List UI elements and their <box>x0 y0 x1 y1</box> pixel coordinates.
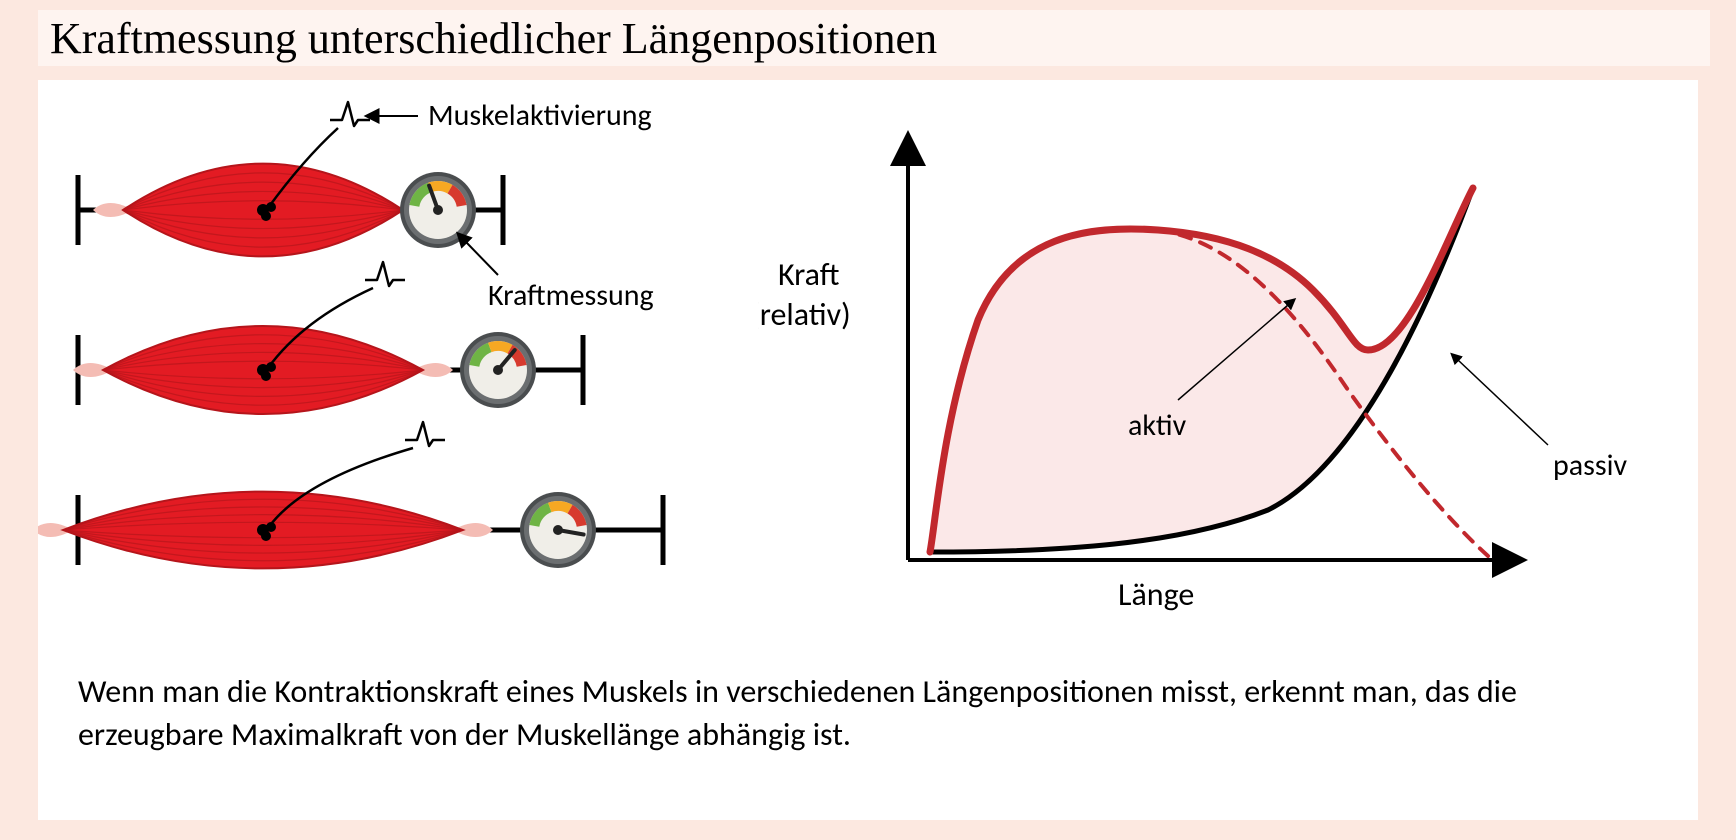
activation-spike-icon <box>330 102 370 126</box>
force-gauge-icon <box>400 172 476 248</box>
activation-spike-icon <box>365 262 405 286</box>
chart-panel: Kraft(relativ) Länge aktiv passiv <box>758 80 1698 640</box>
muscle-diagram-svg: Muskelaktivierung Kraftmessung <box>38 80 758 640</box>
activation-spike-icon <box>405 422 445 446</box>
force-meas-label: Kraftmessung <box>488 277 654 314</box>
passive-label: passiv <box>1553 447 1627 484</box>
activation-label: Muskelaktivierung <box>428 97 652 134</box>
caption-text: Wenn man die Kontraktionskraft eines Mus… <box>78 670 1658 756</box>
y-axis-label-1: Kraft <box>778 255 840 294</box>
force-length-chart: Kraft(relativ) Länge aktiv passiv <box>758 80 1698 640</box>
content-card: Muskelaktivierung Kraftmessung Kraft(rela… <box>38 80 1698 820</box>
title-text: Kraftmessung unterschiedlicher Längenpos… <box>50 13 937 64</box>
force-gauge-icon <box>460 332 536 408</box>
muscle-row <box>38 422 663 568</box>
x-axis-label: Länge <box>1118 575 1194 614</box>
muscle-diagram-panel: Muskelaktivierung Kraftmessung <box>38 80 758 640</box>
muscle-row: Muskelaktivierung Kraftmessung <box>78 97 654 314</box>
active-label: aktiv <box>1128 407 1187 444</box>
page-title: Kraftmessung unterschiedlicher Längenpos… <box>38 10 1710 66</box>
force-gauge-icon <box>520 492 596 568</box>
y-axis-label-2: (relativ) <box>758 295 851 334</box>
